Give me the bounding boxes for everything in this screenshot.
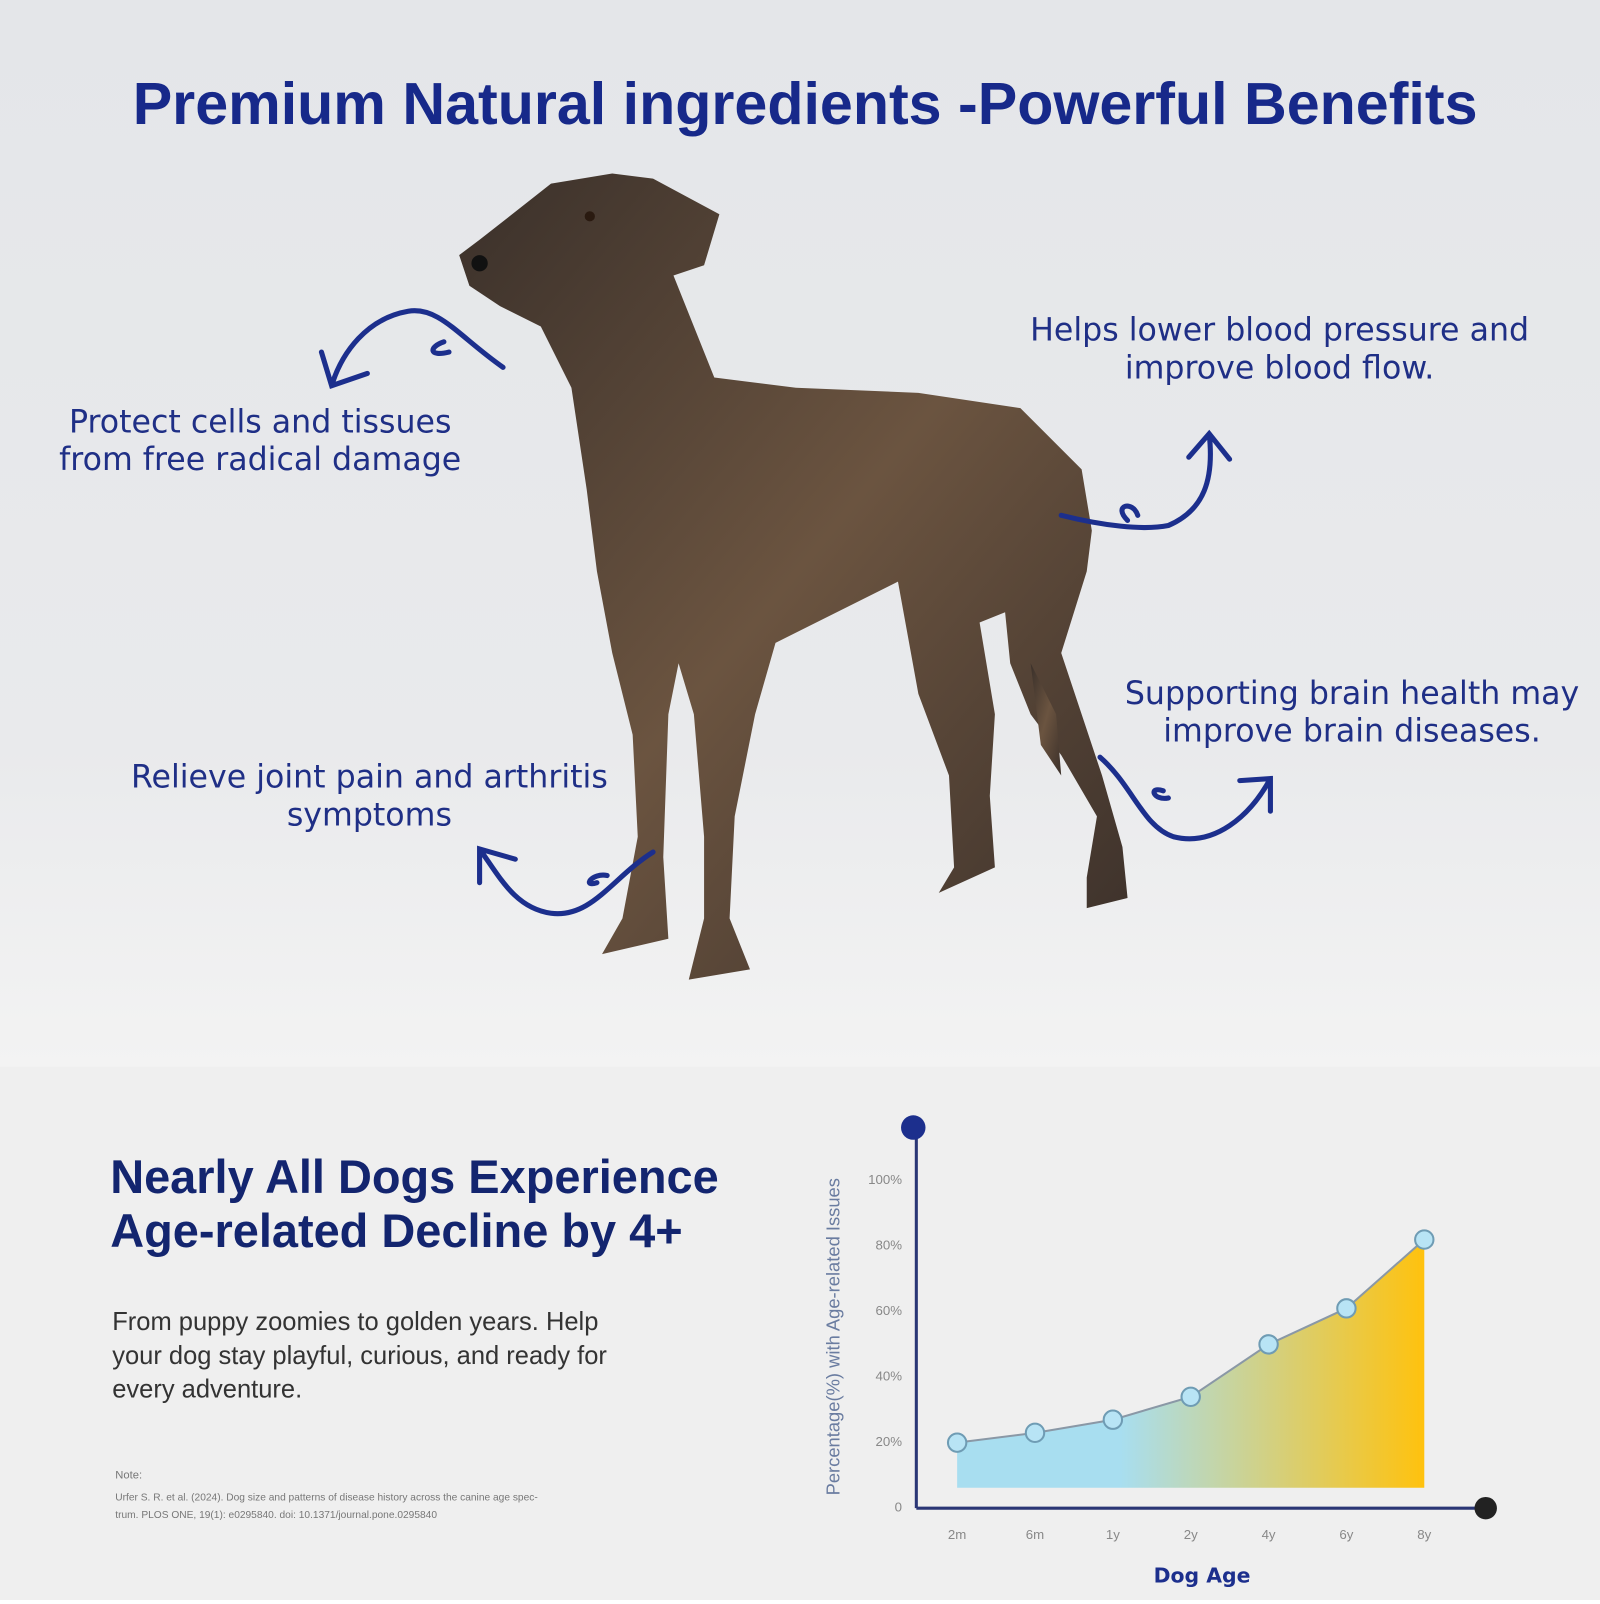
y-axis-label: Percentage(%) with Age-related Issues [823,1178,844,1495]
y-tick-label: 80% [876,1238,903,1253]
callout-text: symptoms [287,797,452,833]
callout-text: improve blood flow. [1125,350,1435,386]
marker [1102,1409,1124,1430]
callout-text: from free radical damage [59,442,461,478]
y-tick-label: 40% [876,1369,903,1384]
x-axis-label: Dog Age [1154,1564,1251,1588]
x-tick-label: 6y [1339,1527,1353,1542]
y-tick-label: 20% [876,1434,903,1449]
x-tick-label: 2m [948,1527,966,1542]
y-tick-label: 0 [895,1500,902,1515]
x-tick-label: 8y [1417,1527,1431,1542]
marker [946,1432,968,1453]
x-tick-label: 6m [1026,1527,1044,1542]
note-label: Note: [115,1469,142,1481]
x-tick-label: 1y [1106,1527,1120,1542]
arrows [318,308,1273,917]
citation: Urfer S. R. et al. (2024). Dog size and … [115,1493,537,1504]
marker [1180,1386,1201,1407]
callout-text: Helps lower blood pressure and [1030,313,1529,349]
body-text: From puppy zoomies to golden years. Help [112,1308,598,1336]
y-tick-label: 100% [868,1172,902,1187]
y-tick-label: 60% [876,1303,903,1318]
marker [1336,1298,1357,1319]
citation: trum. PLOS ONE, 19(1): e0295840. doi: 10… [115,1510,437,1521]
axis-icon [901,1115,926,1140]
dog [459,173,1128,980]
x-tick-label: 2y [1184,1527,1198,1542]
callout-text: Relieve joint pain and arthritis [131,760,608,796]
marker [1414,1229,1435,1250]
area [957,1239,1425,1488]
callout-text: Supporting brain health may [1125,676,1579,712]
body-text: every adventure. [112,1376,302,1404]
section-title: Age-related Decline by 4+ [110,1205,682,1257]
section-title: Nearly All Dogs Experience [110,1151,719,1203]
body-text: your dog stay playful, curious, and read… [112,1342,607,1370]
axis-icon [1474,1496,1497,1520]
marker [1024,1422,1046,1444]
page-title: Premium Natural ingredients -Powerful Be… [133,70,1478,137]
callout-text: improve brain diseases. [1163,714,1541,750]
marker [1258,1334,1279,1355]
chart: 0 20% 40% 60% 80% 100% Percentage(%) with Age-… [823,1115,1497,1588]
x-tick-label: 4y [1262,1527,1276,1542]
callout-text: Protect cells and tissues [69,404,451,440]
